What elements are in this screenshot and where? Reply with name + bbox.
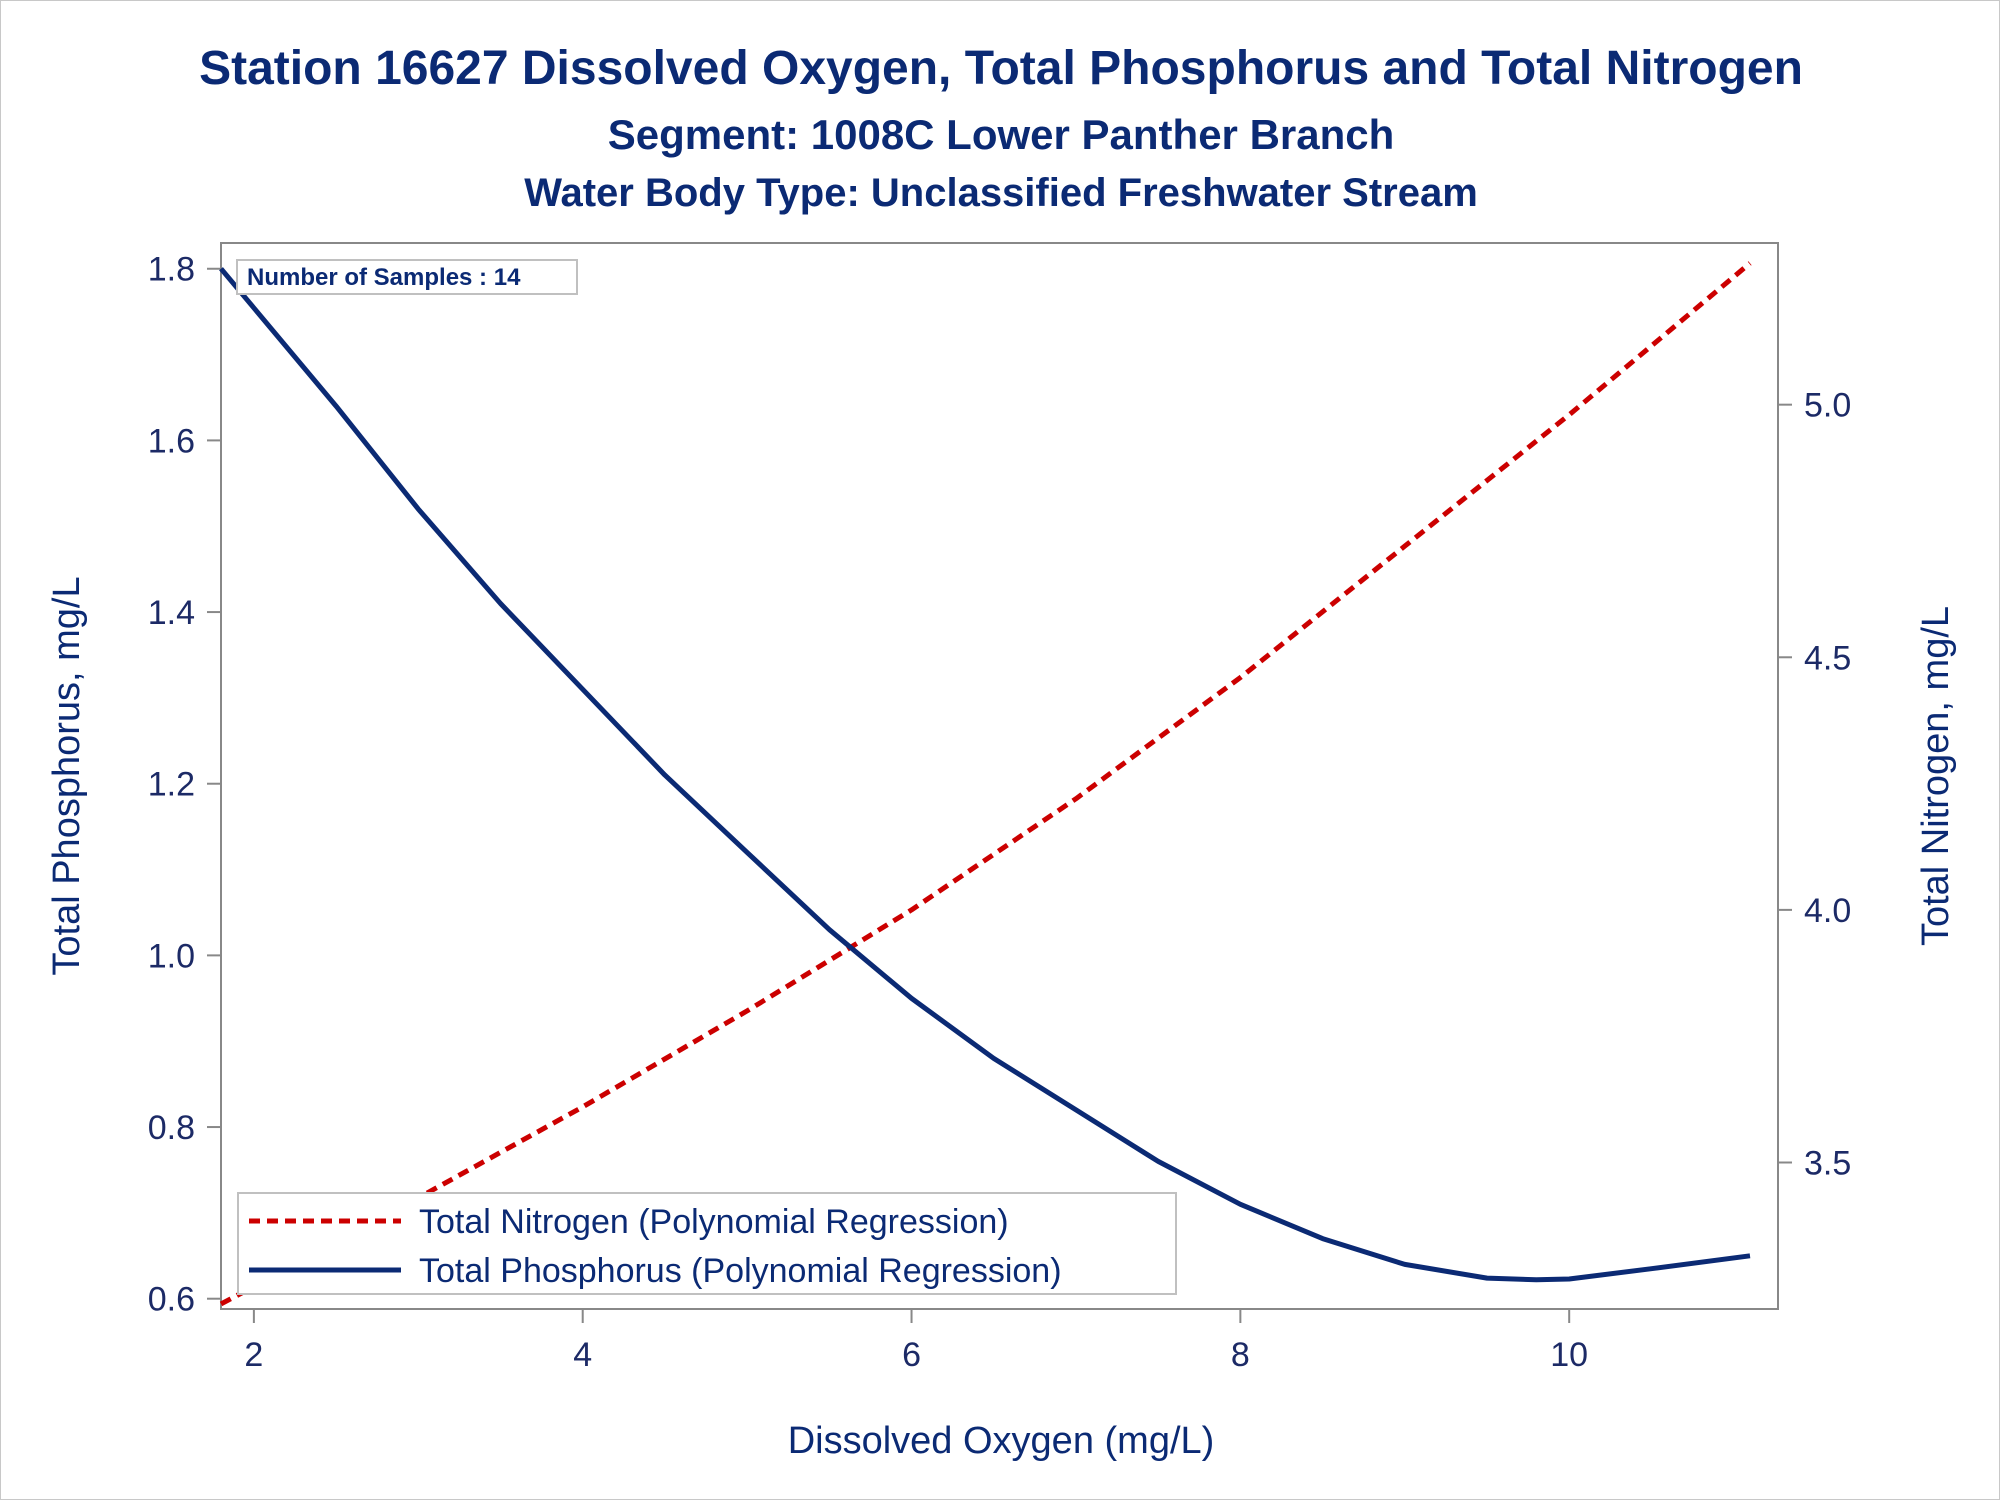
y2-tick-label: 4.0 (1804, 892, 1851, 930)
y-tick-label: 1.2 (148, 766, 195, 804)
legend: Total Nitrogen (Polynomial Regression) T… (237, 1192, 1177, 1295)
y-tick-label: 0.6 (148, 1281, 195, 1319)
series-layer (219, 261, 1752, 1307)
y-tick-label: 1.0 (148, 937, 195, 975)
x-axis-label: Dissolved Oxygen (mg/L) (788, 1420, 1215, 1462)
y2-tick-label: 3.5 (1804, 1144, 1851, 1182)
y-tick-label: 1.6 (148, 422, 195, 460)
chart-subtitle-2: Water Body Type: Unclassified Freshwater… (524, 171, 1478, 215)
y2-tick-label: 5.0 (1804, 387, 1851, 425)
y-tick-label: 0.8 (148, 1109, 195, 1147)
right-axis: 3.5 4.0 4.5 5.0 (1778, 387, 1851, 1182)
chart-title: Station 16627 Dissolved Oxygen, Total Ph… (199, 42, 1803, 95)
y-axis-label: Total Phosphorus, mg/L (46, 576, 88, 975)
x-tick-label: 6 (902, 1336, 921, 1374)
x-tick-label: 8 (1231, 1336, 1250, 1374)
series-line-total-nitrogen (219, 261, 1752, 1307)
x-tick-label: 10 (1550, 1336, 1588, 1374)
y2-axis-label: Total Nitrogen, mg/L (1915, 606, 1957, 946)
y-tick-label: 1.8 (148, 251, 195, 289)
y-tick-label: 1.4 (148, 594, 195, 632)
sample-count-annotation: Number of Samples : 14 (247, 264, 521, 291)
legend-box (237, 1192, 1177, 1295)
plot-area (220, 242, 1779, 1310)
sample-count-box (236, 259, 578, 295)
bottom-axis: 2 4 6 8 10 (244, 1309, 1588, 1374)
left-axis: 0.6 0.8 1.0 1.2 1.4 1.6 1.8 (148, 251, 221, 1319)
series-line-total-phosphorus (219, 267, 1751, 1283)
legend-label-total-nitrogen: Total Nitrogen (Polynomial Regression) (419, 1203, 1009, 1241)
x-tick-label: 2 (244, 1336, 263, 1374)
legend-label-total-phosphorus: Total Phosphorus (Polynomial Regression) (419, 1252, 1062, 1290)
x-tick-label: 4 (573, 1336, 592, 1374)
y2-tick-label: 4.5 (1804, 639, 1851, 677)
chart-subtitle: Segment: 1008C Lower Panther Branch (608, 111, 1395, 158)
